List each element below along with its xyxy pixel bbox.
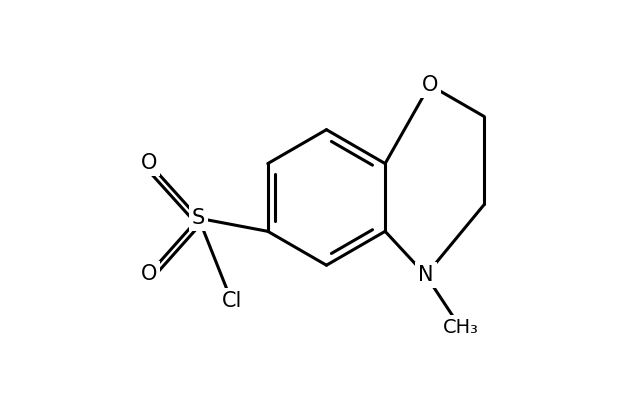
Text: CH₃: CH₃ <box>442 318 478 337</box>
Text: O: O <box>140 265 157 284</box>
Text: O: O <box>422 75 438 95</box>
Text: S: S <box>192 208 205 228</box>
Text: Cl: Cl <box>221 291 242 311</box>
Text: N: N <box>418 265 433 285</box>
Text: O: O <box>140 153 157 173</box>
